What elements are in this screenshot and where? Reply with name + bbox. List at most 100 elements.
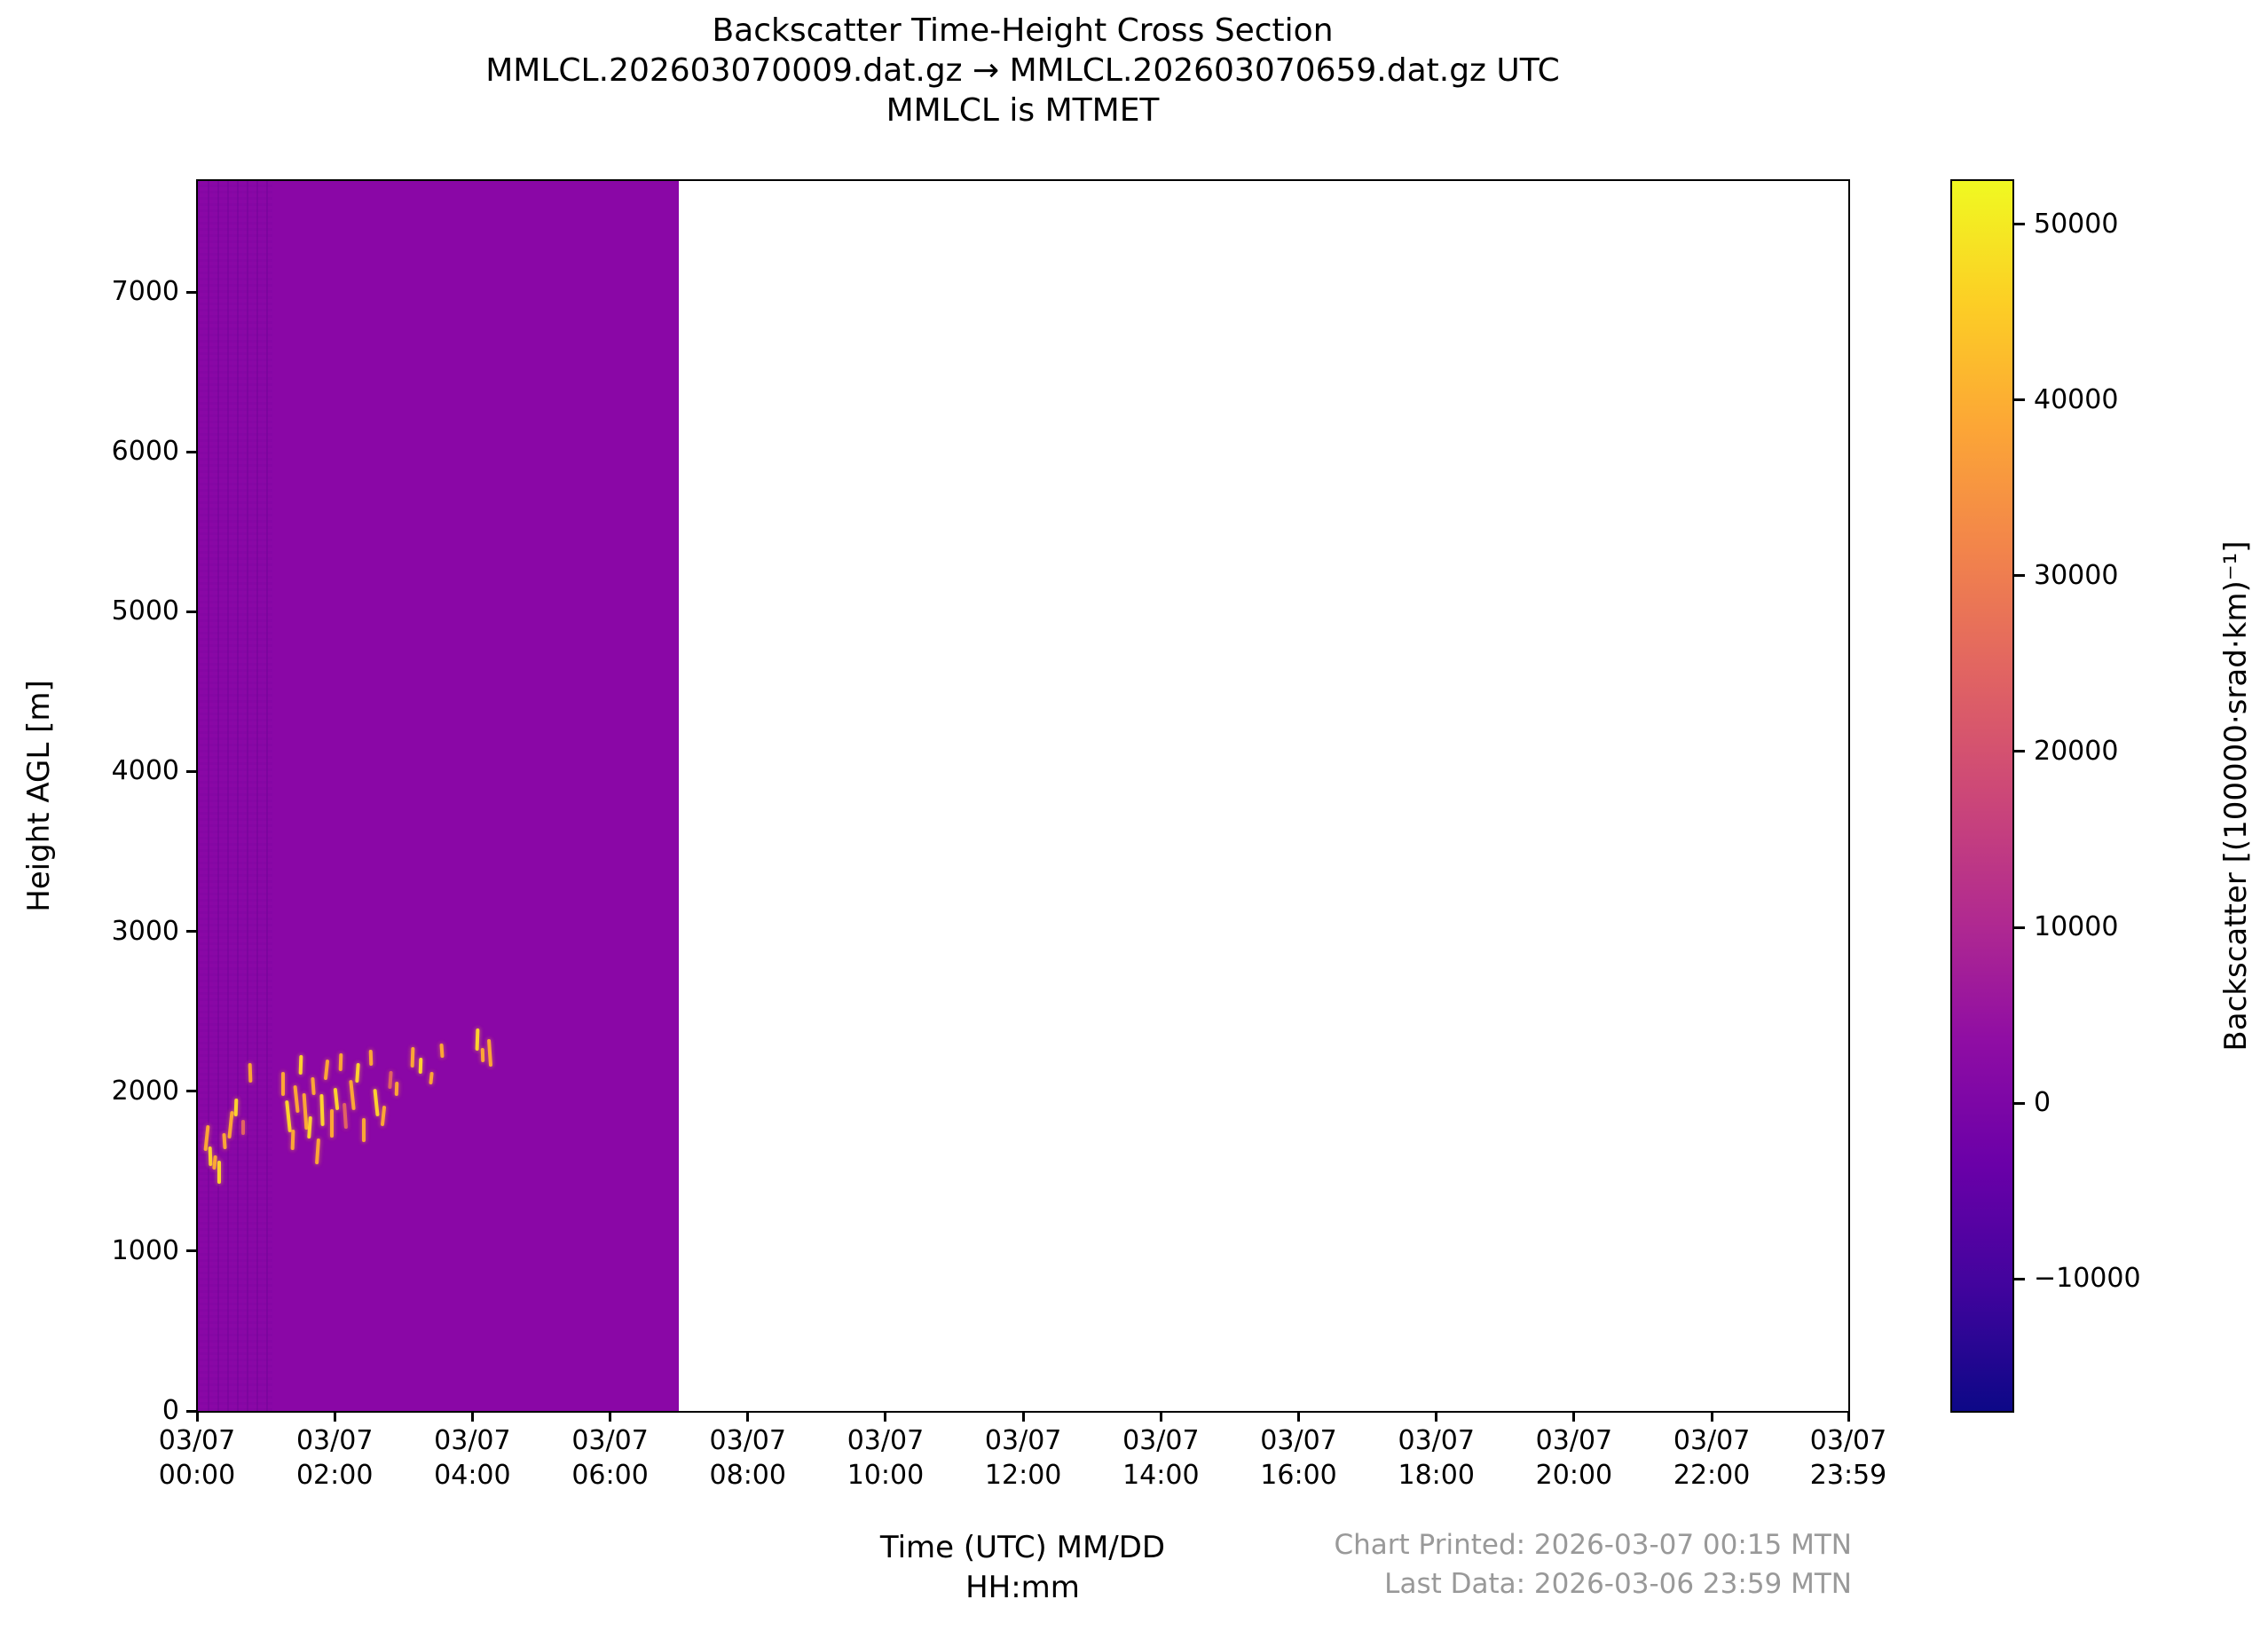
aerosol-return-speckle <box>475 1028 480 1052</box>
x-tick-label: 03/07 08:00 <box>673 1423 823 1493</box>
x-tick-label: 03/07 18:00 <box>1361 1423 1512 1493</box>
x-tick-mark <box>470 1411 474 1422</box>
chart-title-line3: MMLCL is MTMET <box>886 92 1160 129</box>
x-tick-mark <box>1159 1411 1162 1422</box>
colorbar-tick-label: 50000 <box>2034 208 2119 240</box>
x-tick-label: 03/07 10:00 <box>810 1423 961 1493</box>
aerosol-return-speckle <box>329 1108 334 1139</box>
x-tick-date: 03/07 <box>1260 1425 1337 1456</box>
x-tick-time: 00:00 <box>158 1460 236 1491</box>
colorbar-tick-mark <box>2012 1277 2025 1280</box>
x-tick-time: 04:00 <box>434 1460 511 1491</box>
colorbar-tick-label: 20000 <box>2034 735 2119 767</box>
x-tick-mark <box>609 1411 612 1422</box>
x-tick-date: 03/07 <box>1398 1425 1475 1456</box>
x-axis-label-line2: HH:mm <box>965 1570 1080 1605</box>
y-tick-mark <box>186 610 197 613</box>
y-tick-label: 2000 <box>111 1075 179 1107</box>
x-tick-date: 03/07 <box>984 1425 1062 1456</box>
colorbar-tick-mark <box>2012 223 2025 226</box>
x-tick-mark <box>746 1411 750 1422</box>
y-tick-label: 1000 <box>111 1234 179 1266</box>
aerosol-return-speckle <box>480 1048 485 1063</box>
x-tick-date: 03/07 <box>709 1425 786 1456</box>
print-stamp: Chart Printed: 2026-03-07 00:15 MTN Last… <box>1335 1525 1852 1603</box>
chart-title-line2: MMLCL.202603070009.dat.gz → MMLCL.202603… <box>485 52 1560 89</box>
x-axis-label-line1: Time (UTC) MM/DD <box>879 1530 1166 1565</box>
lidar-noise-texture <box>198 181 272 1411</box>
x-tick-date: 03/07 <box>434 1425 511 1456</box>
x-tick-mark <box>1021 1411 1025 1422</box>
y-tick-label: 5000 <box>111 595 179 627</box>
y-tick-mark <box>186 1090 197 1093</box>
y-tick-label: 3000 <box>111 915 179 947</box>
x-tick-label: 03/07 14:00 <box>1085 1423 1236 1493</box>
x-tick-time: 10:00 <box>847 1460 925 1491</box>
x-tick-label: 03/07 12:00 <box>948 1423 1099 1493</box>
x-tick-label: 03/07 06:00 <box>535 1423 686 1493</box>
x-tick-mark <box>1297 1411 1301 1422</box>
x-tick-time: 20:00 <box>1535 1460 1613 1491</box>
aerosol-return-speckle <box>208 1146 213 1166</box>
x-tick-date: 03/07 <box>1673 1425 1751 1456</box>
aerosol-return-speckle <box>281 1072 286 1097</box>
aerosol-return-speckle <box>241 1120 246 1135</box>
x-tick-time: 02:00 <box>295 1460 374 1491</box>
colorbar-tick-mark <box>2012 574 2025 578</box>
aerosol-return-speckle <box>387 1070 393 1089</box>
y-tick-mark <box>186 450 197 453</box>
x-axis-label: Time (UTC) MM/DD HH:mm <box>197 1528 1848 1608</box>
chart-title-line1: Backscatter Time-Height Cross Section <box>712 12 1334 49</box>
x-tick-mark <box>1847 1411 1850 1422</box>
y-tick-mark <box>186 1249 197 1253</box>
x-tick-date: 03/07 <box>847 1425 925 1456</box>
aerosol-return-speckle <box>290 1130 295 1151</box>
y-tick-mark <box>186 769 197 773</box>
x-tick-time: 06:00 <box>571 1460 649 1491</box>
x-tick-time: 18:00 <box>1398 1460 1475 1491</box>
aerosol-return-speckle <box>338 1052 343 1071</box>
x-tick-time: 08:00 <box>709 1460 786 1491</box>
chart-printed-text: Chart Printed: 2026-03-07 00:15 MTN <box>1334 1529 1852 1561</box>
x-tick-label: 03/07 23:59 <box>1773 1423 1924 1493</box>
x-tick-label: 03/07 00:00 <box>122 1423 272 1493</box>
aerosol-return-speckle <box>368 1050 373 1067</box>
x-tick-date: 03/07 <box>295 1425 374 1456</box>
colorbar-tick-mark <box>2012 1101 2025 1105</box>
x-tick-mark <box>1710 1411 1713 1422</box>
x-tick-date: 03/07 <box>571 1425 649 1456</box>
colorbar-tick-mark <box>2012 750 2025 753</box>
colorbar-tick-mark <box>2012 398 2025 402</box>
x-tick-date: 03/07 <box>158 1425 236 1456</box>
plot-area <box>196 179 1850 1413</box>
colorbar-tick-label: 40000 <box>2034 383 2119 415</box>
aerosol-return-speckle <box>298 1054 303 1075</box>
x-tick-date: 03/07 <box>1809 1425 1887 1456</box>
x-tick-time: 23:59 <box>1809 1460 1887 1491</box>
y-tick-label: 0 <box>161 1395 179 1426</box>
y-tick-mark <box>186 290 197 294</box>
colorbar-tick-label: 10000 <box>2034 911 2119 943</box>
colorbar-label: Backscatter [(100000·srad·km)⁻¹] <box>2218 540 2254 1052</box>
aerosol-return-speckle <box>439 1043 445 1059</box>
x-tick-date: 03/07 <box>1535 1425 1613 1456</box>
chart-title: Backscatter Time-Height Cross Section MM… <box>197 11 1848 130</box>
x-tick-mark <box>884 1411 887 1422</box>
x-tick-label: 03/07 16:00 <box>1224 1423 1374 1493</box>
y-tick-label: 7000 <box>111 276 179 308</box>
x-tick-label: 03/07 02:00 <box>259 1423 410 1493</box>
x-tick-mark <box>333 1411 336 1422</box>
last-data-text: Last Data: 2026-03-06 23:59 MTN <box>1384 1568 1852 1600</box>
x-tick-mark <box>1435 1411 1438 1422</box>
colorbar <box>1950 179 2014 1413</box>
x-tick-time: 16:00 <box>1260 1460 1337 1491</box>
colorbar-tick-label: 0 <box>2034 1087 2051 1119</box>
y-tick-mark <box>186 930 197 934</box>
x-tick-mark <box>1572 1411 1576 1422</box>
x-tick-time: 14:00 <box>1122 1460 1200 1491</box>
colorbar-tick-label: 30000 <box>2034 559 2119 591</box>
y-tick-mark <box>186 1409 197 1413</box>
aerosol-return-speckle <box>217 1161 221 1184</box>
y-tick-label: 6000 <box>111 436 179 468</box>
